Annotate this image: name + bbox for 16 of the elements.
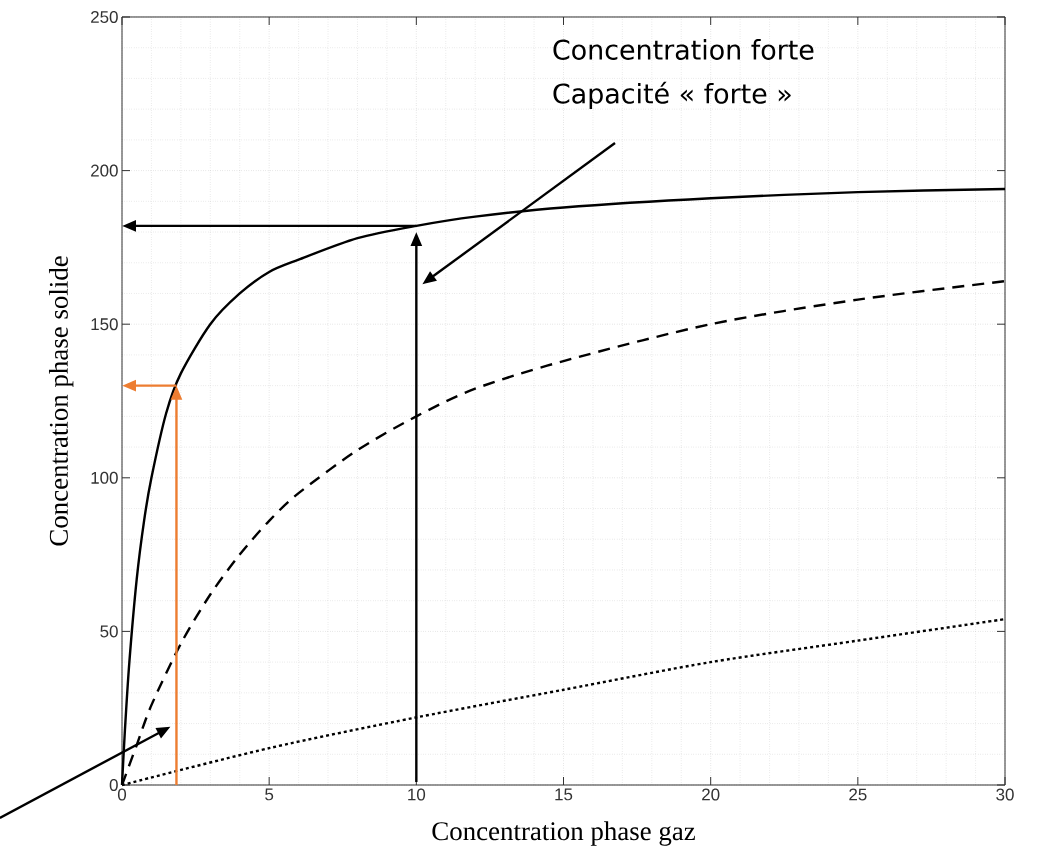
x-tick-label: 15 xyxy=(555,788,573,801)
y-tick-label: 50 xyxy=(100,625,118,638)
x-tick-label: 25 xyxy=(849,788,867,801)
y-tick-label: 150 xyxy=(91,318,118,331)
x-tick-label: 5 xyxy=(265,788,274,801)
annotation: Concentration forte Capacité « forte » xyxy=(553,39,814,109)
x-tick-label: 0 xyxy=(117,788,127,801)
x-axis-title: Concentration phase gaz xyxy=(432,821,695,846)
x-tick-label: 30 xyxy=(996,788,1014,801)
y-tick-label: 250 xyxy=(91,10,118,23)
x-tick-label: 10 xyxy=(408,788,426,801)
y-axis-title: Concentration phase solide xyxy=(48,256,74,546)
y-tick-label: 200 xyxy=(91,164,118,177)
y-tick-label: 100 xyxy=(91,471,118,484)
x-tick-label: 20 xyxy=(702,788,720,801)
y-tick-label: 0 xyxy=(109,779,118,791)
